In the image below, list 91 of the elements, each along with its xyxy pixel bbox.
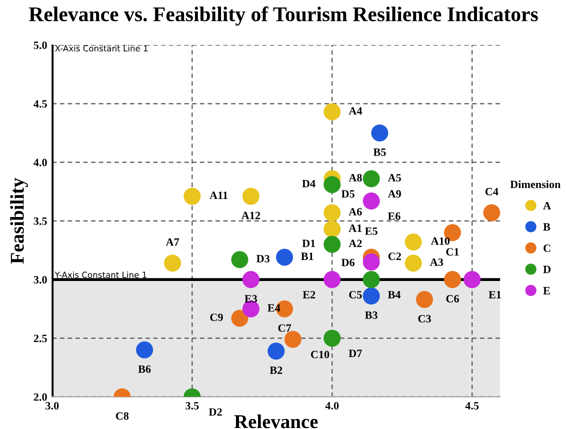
point xyxy=(362,253,380,270)
chart-title: Relevance vs. Feasibility of Tourism Resilience Indicators xyxy=(28,6,538,26)
point xyxy=(284,330,302,348)
x-tick-label: 4.0 xyxy=(325,402,339,410)
point xyxy=(362,271,380,288)
annotation: A5 xyxy=(388,174,401,182)
annotation: B3 xyxy=(365,311,378,319)
y-tick-label: 2.5 xyxy=(34,334,47,342)
annotation: C4 xyxy=(485,188,498,196)
x-tick-label: 4.5 xyxy=(465,402,479,410)
point xyxy=(404,234,422,251)
x-axis-title: Relevance xyxy=(234,414,318,428)
y-tick-label: 3.0 xyxy=(34,276,47,284)
legend-title: Dimension xyxy=(510,180,561,188)
ref-line-label: X-Axis Constant Line 1 xyxy=(55,45,148,52)
annotation: E2 xyxy=(302,290,316,298)
annotation: A2 xyxy=(348,240,362,248)
point xyxy=(231,251,248,268)
annotation: A10 xyxy=(430,237,450,245)
point xyxy=(242,271,260,288)
annotation: A11 xyxy=(210,192,228,199)
y-axis-title: Feasibility xyxy=(10,178,28,264)
annotation: E6 xyxy=(388,212,400,220)
point xyxy=(164,254,182,272)
point xyxy=(324,220,341,238)
annotation: D2 xyxy=(208,408,222,416)
point xyxy=(136,341,154,358)
legend-label: D xyxy=(543,266,551,274)
y-tick-label: 5.0 xyxy=(34,42,47,50)
point xyxy=(483,204,500,222)
annotation: C2 xyxy=(388,252,401,260)
point xyxy=(362,192,380,210)
point xyxy=(324,204,341,222)
annotation: B6 xyxy=(138,365,151,373)
annotation: C6 xyxy=(446,295,459,302)
point xyxy=(268,342,285,360)
point xyxy=(444,271,462,288)
annotation: C9 xyxy=(210,314,223,322)
point xyxy=(184,188,201,205)
annotation: E1 xyxy=(488,291,501,298)
annotation: B1 xyxy=(301,252,314,260)
point xyxy=(324,103,341,120)
annotation: C3 xyxy=(418,314,431,322)
annotation: D7 xyxy=(348,350,362,357)
annotation: C8 xyxy=(116,412,129,420)
point xyxy=(324,330,341,347)
annotation: A7 xyxy=(166,238,180,246)
y-tick-label: 3.5 xyxy=(34,217,47,225)
y-tick-label: 4.0 xyxy=(34,158,47,166)
annotation: D1 xyxy=(302,240,316,248)
annotation: A9 xyxy=(388,190,401,198)
point xyxy=(362,287,380,304)
point xyxy=(276,248,294,266)
y-tick-label: 2.0 xyxy=(34,393,47,401)
point xyxy=(231,310,248,327)
annotation: C10 xyxy=(310,350,330,358)
legend-label: A xyxy=(543,202,552,210)
annotation: C7 xyxy=(278,324,292,332)
ref-line-label: Y-Axis Constant Line 1 xyxy=(54,272,146,278)
x-tick-label: 3.0 xyxy=(46,402,59,410)
legend-label: C xyxy=(544,244,550,252)
x-tick-label: 3.5 xyxy=(186,402,199,410)
annotation: A12 xyxy=(241,212,260,220)
point xyxy=(371,124,388,142)
point xyxy=(242,188,260,205)
annotation: D4 xyxy=(302,180,316,188)
annotation: D6 xyxy=(341,258,355,266)
annotation: B2 xyxy=(270,366,282,374)
annotation: A1 xyxy=(348,224,362,232)
annotation: E5 xyxy=(365,228,378,235)
annotation: D3 xyxy=(256,254,270,262)
annotation: B5 xyxy=(373,148,386,156)
point xyxy=(324,176,341,194)
legend-label: B xyxy=(543,223,550,231)
point xyxy=(324,236,341,253)
y-tick-label: 4.5 xyxy=(34,100,47,108)
annotation: C1 xyxy=(446,248,459,256)
annotation: E3 xyxy=(244,295,258,302)
point xyxy=(416,290,434,308)
annotation: C5 xyxy=(349,290,362,298)
point xyxy=(362,170,380,188)
annotation: A6 xyxy=(348,208,362,216)
legend-label: E xyxy=(543,287,550,294)
annotation: A3 xyxy=(430,258,444,266)
annotation: B4 xyxy=(388,291,401,298)
annotation: D5 xyxy=(341,190,354,198)
point xyxy=(464,271,481,288)
annotation: A4 xyxy=(348,107,362,115)
annotation: A8 xyxy=(348,174,362,182)
point xyxy=(404,254,422,272)
point xyxy=(324,271,341,288)
